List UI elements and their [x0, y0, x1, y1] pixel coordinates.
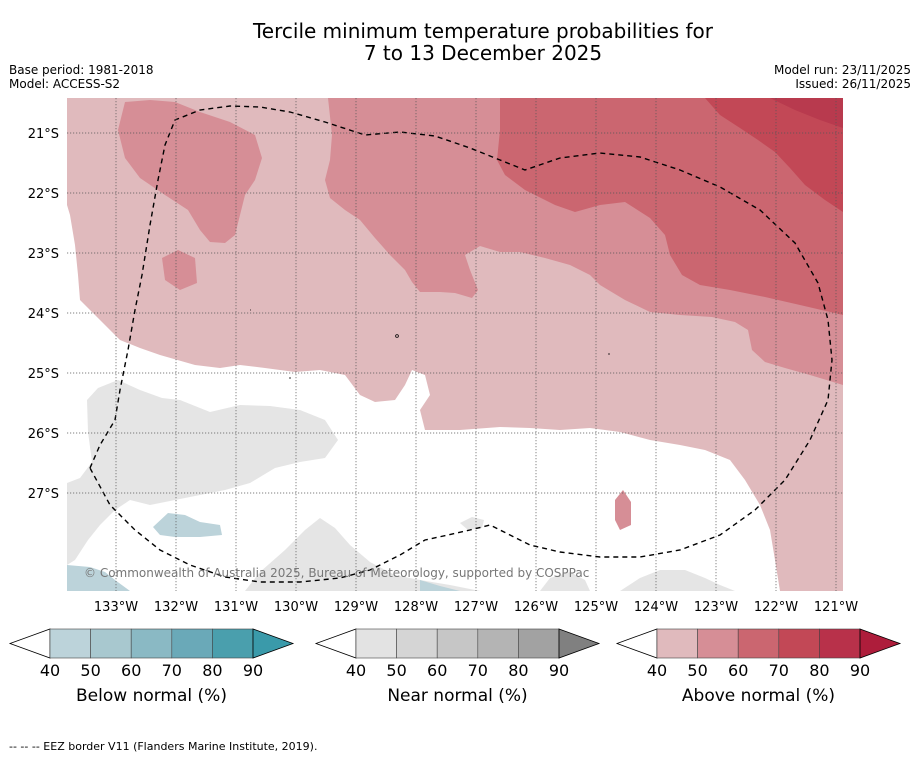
colorbar-2-tick-1: 50 — [687, 661, 707, 680]
title-line-1: Tercile minimum temperature probabilitie… — [252, 19, 714, 43]
lon-label-8: 125°W — [574, 600, 618, 615]
colorbar-0-segment-2 — [130, 628, 173, 659]
near-normal-40-region-southeast — [620, 570, 735, 591]
colorbar-1-max-arrow — [558, 628, 601, 659]
colorbar-0-max-arrow — [252, 628, 295, 659]
lon-label-9: 124°W — [634, 600, 678, 615]
colorbar-2-tick-3: 70 — [769, 661, 789, 680]
lat-label-6: 27°S — [28, 487, 59, 502]
above-normal-50-region-small — [162, 250, 197, 290]
colorbar-0-tick-1: 50 — [80, 661, 100, 680]
lon-label-11: 122°W — [754, 600, 798, 615]
copyright-text: © Commonwealth of Australia 2025, Bureau… — [84, 566, 589, 580]
lon-label-3: 130°W — [274, 600, 318, 615]
colorbar-0: 40 50 60 70 80 90 — [8, 628, 295, 680]
near-normal-40-region-west — [67, 380, 338, 565]
colorbar-1-label: Near normal (%) — [387, 686, 528, 706]
colorbar-0-segment-4 — [212, 628, 254, 659]
eez-island-west — [420, 580, 460, 591]
map-gridlines — [67, 98, 843, 591]
colorbar-2-label: Above normal (%) — [681, 686, 836, 706]
title-line-2: 7 to 13 December 2025 — [363, 41, 603, 65]
above-normal-50-region-tiny — [615, 490, 631, 530]
above-normal-60-region — [497, 98, 843, 315]
lat-label-3: 24°S — [28, 307, 59, 322]
colorbar-0-tick-2: 60 — [121, 661, 141, 680]
latitude-labels: 21°S 22°S 23°S 24°S 25°S 26°S 27°S — [28, 127, 59, 502]
below-normal-40-region-southwest — [67, 565, 130, 591]
issued-text: Issued: 26/11/2025 — [795, 77, 911, 91]
colorbar-1-segment-4 — [518, 628, 560, 659]
colorbar-1-tick-2: 60 — [427, 661, 447, 680]
colorbar-1-tick-1: 50 — [386, 661, 406, 680]
colorbar-1-min-arrow — [314, 628, 357, 659]
lon-label-4: 129°W — [334, 600, 378, 615]
meta-right: Model run: 23/11/2025 Issued: 26/11/2025 — [774, 63, 911, 91]
colorbar-1-tick-4: 80 — [508, 661, 528, 680]
lon-label-12: 121°W — [814, 600, 858, 615]
colorbar-1-tick-0: 40 — [346, 661, 366, 680]
colorbar-1: 40 50 60 70 80 90 — [314, 628, 601, 680]
colorbar-0-segment-3 — [171, 628, 213, 659]
colorbar-2-segment-1 — [697, 628, 739, 659]
colorbar-1-segment-3 — [477, 628, 519, 659]
colorbar-0-segment-1 — [90, 628, 132, 659]
colorbar-2-tick-0: 40 — [647, 661, 667, 680]
colorbar-1-segment-1 — [396, 628, 438, 659]
colorbar-1-tick-5: 90 — [549, 661, 569, 680]
colorbar-2-segment-2 — [737, 628, 780, 659]
above-normal-80-region — [770, 98, 843, 128]
colorbar-0-label: Below normal (%) — [76, 686, 227, 706]
colorbar-0-tick-5: 90 — [243, 661, 263, 680]
colorbar-2-tick-2: 60 — [728, 661, 748, 680]
lat-label-4: 25°S — [28, 367, 59, 382]
model-run-text: Model run: 23/11/2025 — [773, 63, 911, 77]
colorbar-2-tick-5: 90 — [850, 661, 870, 680]
lat-label-5: 26°S — [28, 427, 59, 442]
above-normal-70-region — [705, 98, 843, 212]
lon-label-6: 127°W — [454, 600, 498, 615]
colorbar-1-segment-2 — [436, 628, 479, 659]
lat-label-0: 21°S — [28, 127, 59, 142]
near-normal-40-region-small — [460, 517, 484, 530]
colorbar-0-tick-4: 80 — [202, 661, 222, 680]
base-period-text: Base period: 1981-2018 — [9, 63, 154, 77]
model-text: Model: ACCESS-S2 — [9, 77, 121, 91]
lon-label-1: 132°W — [154, 600, 198, 615]
lon-label-0: 133°W — [94, 600, 138, 615]
lat-label-1: 22°S — [28, 187, 59, 202]
lon-label-2: 131°W — [214, 600, 258, 615]
colorbar-2-max-arrow — [859, 628, 902, 659]
meta-left: Base period: 1981-2018 Model: ACCESS-S2 — [9, 63, 154, 91]
colorbar-0-tick-0: 40 — [40, 661, 60, 680]
page-title: Tercile minimum temperature probabilitie… — [0, 20, 919, 64]
below-normal-40-region-west — [153, 513, 222, 537]
longitude-labels: 133°W 132°W 131°W 130°W 129°W 128°W 127°W 126°W… — [94, 600, 858, 615]
colorbar-2-tick-4: 80 — [809, 661, 829, 680]
colorbar-0-tick-3: 70 — [162, 661, 182, 680]
lat-label-2: 23°S — [28, 247, 59, 262]
near-normal-40-region-center — [540, 572, 590, 591]
colorbar-0-segment-0 — [49, 628, 91, 659]
colorbar-2-min-arrow — [615, 628, 658, 659]
colorbar-2-segment-4 — [819, 628, 861, 659]
colorbar-1-tick-3: 70 — [468, 661, 488, 680]
colorbar-0-min-arrow — [8, 628, 51, 659]
lon-label-10: 123°W — [694, 600, 738, 615]
colorbar-2: 40 50 60 70 80 90 — [615, 628, 902, 680]
colorbar-2-segment-3 — [778, 628, 820, 659]
colorbar-2-segment-0 — [656, 628, 698, 659]
colorbar-1-segment-0 — [355, 628, 397, 659]
footer-note: -- -- -- EEZ border V11 (Flanders Marine… — [9, 740, 318, 753]
colorbar-group: 40 50 60 70 80 90 40 50 60 70 80 90 40 50 60 70 80 90 — [8, 628, 902, 680]
lon-label-7: 126°W — [514, 600, 558, 615]
island-markers — [250, 309, 610, 379]
lon-label-5: 128°W — [394, 600, 438, 615]
near-normal-40-region-south — [245, 518, 480, 591]
eez-border-line — [89, 105, 833, 583]
map-figure: © Commonwealth of Australia 2025, Bureau… — [8, 98, 902, 680]
above-normal-50-region-west — [118, 100, 262, 243]
map-plot-area[interactable]: © Commonwealth of Australia 2025, Bureau… — [67, 98, 843, 591]
